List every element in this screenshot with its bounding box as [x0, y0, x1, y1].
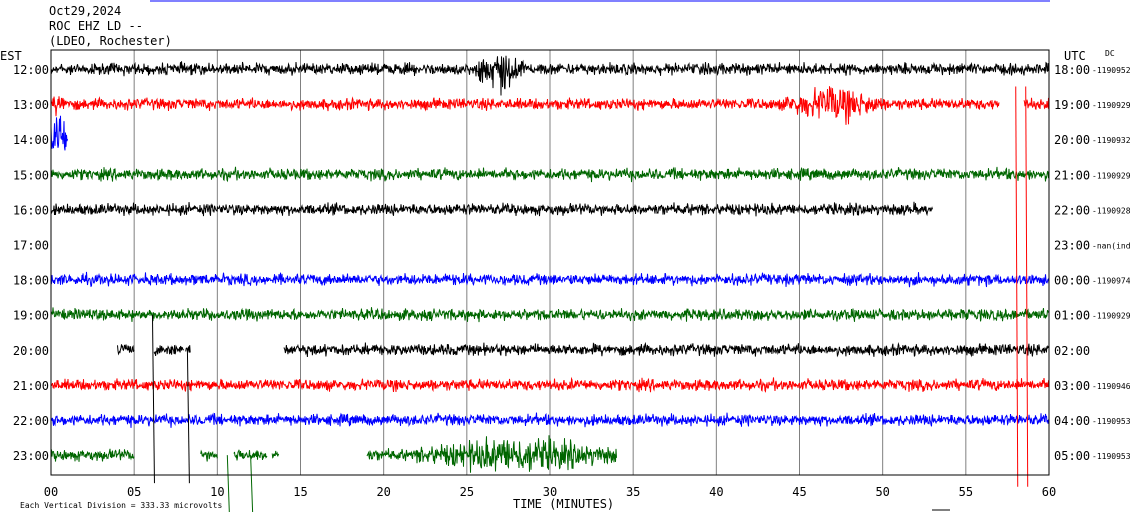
x-tick-15: 15: [293, 485, 307, 499]
trace-row-1-seg-1: [1023, 97, 1049, 110]
utc-label-3: 21:00: [1054, 168, 1090, 182]
dc-value-3: -1190929: [1092, 171, 1130, 180]
x-tick-40: 40: [709, 485, 723, 499]
dc-value-0: -1190952: [1092, 66, 1130, 75]
est-label-7: 19:00: [13, 309, 49, 323]
utc-label-8: 02:00: [1054, 344, 1090, 358]
utc-label-5: 23:00: [1054, 239, 1090, 253]
dc-value-2: -1190932: [1092, 136, 1130, 145]
x-tick-00: 00: [44, 485, 58, 499]
spike-0: [151, 314, 155, 484]
trace-row-8-seg-3: [283, 341, 1050, 358]
est-label-5: 17:00: [13, 239, 49, 253]
x-tick-45: 45: [792, 485, 806, 499]
spike-2: [1015, 86, 1019, 487]
x-tick-30: 30: [543, 485, 557, 499]
est-label-1: 13:00: [13, 98, 49, 112]
spike-4: [226, 455, 230, 513]
est-label-0: 12:00: [13, 63, 49, 77]
trace-row-6-seg-0: [50, 271, 1050, 288]
utc-label-6: 00:00: [1054, 274, 1090, 288]
glitch-spikes: [151, 86, 1029, 513]
est-axis-label: EST: [0, 49, 22, 63]
utc-label-2: 20:00: [1054, 133, 1090, 147]
est-label-2: 14:00: [13, 133, 49, 147]
footer-note: Each Vertical Division = 333.33 microvol…: [20, 501, 222, 510]
x-tick-05: 05: [127, 485, 141, 499]
seismic-traces: [50, 55, 1050, 473]
utc-axis-label: UTC: [1064, 49, 1086, 63]
plot-frame: [50, 49, 1050, 476]
dc-value-7: -1190929: [1092, 312, 1130, 321]
trace-row-8-seg-2: [185, 345, 191, 353]
title-line-3: (LDEO, Rochester): [49, 34, 172, 48]
est-label-3: 15:00: [13, 168, 49, 182]
utc-label-10: 04:00: [1054, 414, 1090, 428]
utc-label-4: 22:00: [1054, 203, 1090, 217]
trace-row-11-seg-3: [271, 450, 280, 459]
trace-row-11-seg-1: [200, 449, 218, 462]
trace-row-9-seg-0: [50, 376, 1050, 393]
trace-row-7-seg-0: [50, 307, 1050, 323]
est-label-8: 20:00: [13, 344, 49, 358]
dc-value-9: -1190946: [1092, 382, 1130, 391]
dc-value-4: -1190928: [1092, 206, 1130, 215]
grid-lines: [133, 50, 967, 475]
trace-row-4-seg-0: [50, 201, 933, 217]
spike-5: [250, 455, 254, 513]
x-tick-35: 35: [626, 485, 640, 499]
utc-label-11: 05:00: [1054, 449, 1090, 463]
trace-row-3-seg-0: [50, 166, 1050, 183]
est-label-10: 22:00: [13, 414, 49, 428]
x-tick-55: 55: [959, 485, 973, 499]
spike-1: [186, 349, 190, 484]
dc-value-5: -nan(ind: [1092, 242, 1130, 251]
dc-value-1: -1190929: [1092, 101, 1130, 110]
dc-value-10: -1190953: [1092, 417, 1130, 426]
est-label-9: 21:00: [13, 379, 49, 393]
trace-row-11-seg-0: [50, 448, 135, 462]
est-label-4: 16:00: [13, 203, 49, 217]
x-tick-50: 50: [875, 485, 889, 499]
est-label-11: 23:00: [13, 449, 49, 463]
trace-row-0-seg-0: [50, 55, 1050, 96]
trace-row-1-seg-0: [50, 86, 1000, 125]
utc-label-7: 01:00: [1054, 309, 1090, 323]
trace-row-10-seg-0: [50, 412, 1050, 428]
utc-label-0: 18:00: [1054, 63, 1090, 77]
dc-value-11: -1190953: [1092, 452, 1130, 461]
trace-row-8-seg-0: [117, 344, 135, 356]
trace-row-11-seg-4: [366, 435, 617, 473]
title-line-1: Oct29,2024: [49, 4, 122, 18]
x-axis-title: TIME (MINUTES): [513, 497, 614, 511]
dc-corner-label: DC: [1105, 49, 1115, 58]
x-tick-25: 25: [460, 485, 474, 499]
x-tick-20: 20: [376, 485, 390, 499]
spike-3: [1025, 86, 1029, 487]
utc-label-9: 03:00: [1054, 379, 1090, 393]
title-line-2: ROC EHZ LD --: [49, 19, 143, 33]
utc-label-1: 19:00: [1054, 98, 1090, 112]
trace-row-8-seg-1: [153, 344, 185, 357]
dc-value-6: -1190974: [1092, 277, 1130, 286]
est-label-6: 18:00: [13, 274, 49, 288]
x-tick-60: 60: [1042, 485, 1056, 499]
x-tick-10: 10: [210, 485, 224, 499]
trace-row-2-seg-0: [50, 115, 68, 151]
